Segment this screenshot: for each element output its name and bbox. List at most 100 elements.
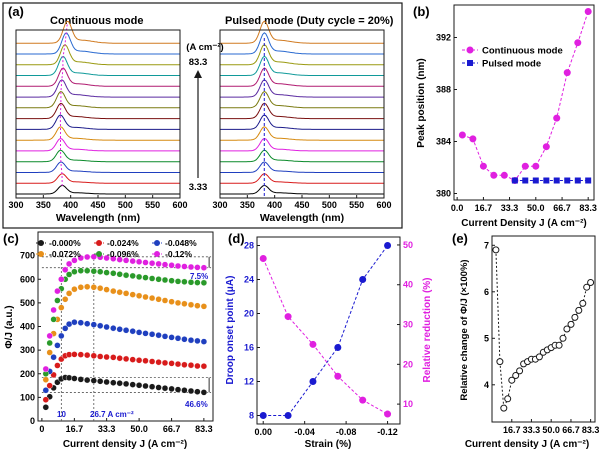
panel-a-top-annotation: 83.3: [189, 57, 208, 68]
y-tick-label: 388: [436, 85, 451, 95]
spectrum-curve: [220, 184, 384, 195]
spectrum-curve: [16, 55, 180, 76]
data-point: [334, 344, 342, 351]
data-point: [496, 358, 504, 366]
data-point: [168, 277, 175, 284]
data-point: [54, 287, 61, 295]
legend-marker: [96, 240, 102, 246]
data-point: [122, 257, 130, 264]
data-point: [58, 276, 65, 283]
legend-marker: [154, 251, 160, 257]
data-point: [46, 332, 53, 340]
data-point: [129, 381, 136, 388]
data-point: [148, 331, 156, 338]
data-point: [359, 396, 367, 404]
x-tick-label: 50.0: [130, 424, 148, 434]
data-point: [103, 353, 110, 361]
spectrum-curve: [220, 43, 384, 66]
legend-marker: [154, 240, 160, 246]
series-line: [263, 245, 389, 416]
data-point: [90, 377, 98, 384]
x-tick-label: 33.3: [501, 203, 519, 213]
data-point: [96, 285, 104, 292]
x-tick-label: 0.0: [451, 203, 464, 213]
data-point: [65, 374, 73, 381]
data-point: [110, 379, 117, 386]
panel-d-ylabel-left: Droop onset point (μA): [225, 276, 236, 385]
data-point: [90, 268, 98, 275]
data-point: [122, 290, 130, 297]
y-tick-label: 300: [20, 345, 35, 355]
x-tick-label: 83.3: [582, 425, 600, 435]
data-point: [168, 262, 175, 269]
panel-a-label: (a): [8, 4, 24, 19]
data-point: [142, 330, 149, 337]
data-point: [571, 313, 579, 321]
data-point: [42, 404, 49, 411]
data-point: [587, 279, 595, 286]
data-point: [579, 299, 587, 307]
data-point: [564, 177, 571, 184]
data-point: [584, 8, 592, 15]
y-tick-label: 700: [20, 251, 35, 261]
data-point: [61, 325, 69, 332]
panel-c-bottom-pct: 46.6%: [185, 400, 208, 409]
x-tick-label: 33.3: [98, 424, 116, 434]
panel-b-marks: [458, 8, 592, 184]
data-point: [110, 325, 117, 332]
data-point: [574, 177, 581, 184]
y-tick-label-right: 20: [403, 359, 413, 369]
spectrum-curve: [16, 173, 180, 184]
panel-c-xlabel: Current density J (A cm⁻²): [63, 439, 187, 450]
data-point: [77, 254, 85, 262]
data-point: [142, 357, 149, 364]
data-point: [512, 372, 520, 379]
data-point: [181, 278, 188, 285]
y-tick-label-left: 12: [244, 377, 254, 387]
data-point: [559, 334, 567, 342]
data-point: [77, 376, 85, 383]
spectrum-curve: [220, 137, 384, 152]
x-tick-label: 16.7: [475, 203, 493, 213]
data-point: [174, 335, 182, 342]
y-tick-label: 400: [20, 322, 35, 332]
data-point: [142, 274, 149, 281]
panel-e: (e) 16.7 33.3 50.0 66.7 83.3 4 5 6 7 Current den…: [452, 231, 599, 450]
data-point: [90, 253, 98, 260]
data-point: [511, 177, 518, 184]
data-point: [103, 323, 110, 331]
data-point: [116, 355, 123, 362]
data-point: [200, 363, 208, 370]
y-tick-label: 380: [436, 189, 451, 199]
panel-a-right-spectra: [220, 20, 384, 198]
data-point: [532, 177, 539, 184]
panel-a-left-xlabel: Wavelength (nm): [56, 212, 140, 224]
y-tick-label-left: 28: [244, 241, 254, 251]
data-point: [77, 284, 85, 291]
spectrum-curve: [220, 55, 384, 76]
data-point: [50, 316, 57, 323]
spectrum-curve: [220, 126, 384, 141]
data-point: [135, 357, 143, 364]
panel-e-label: (e): [452, 231, 468, 246]
spectrum-curve: [220, 32, 384, 55]
data-point: [71, 286, 78, 293]
y-tick-label: 5: [484, 333, 489, 343]
y-tick-label: 500: [20, 298, 35, 308]
panel-a: (a) Continuous mode Pulsed mode (Duty cy…: [2, 2, 403, 229]
data-point: [194, 279, 201, 286]
legend-label: -0.12%: [165, 249, 192, 259]
data-point: [90, 284, 98, 291]
x-tick-label: -0.04: [294, 427, 315, 437]
data-point: [567, 320, 575, 328]
data-point: [479, 162, 487, 170]
data-point: [83, 267, 91, 274]
data-point: [96, 322, 104, 329]
data-point: [574, 39, 582, 47]
data-point: [194, 388, 201, 395]
data-point: [61, 296, 69, 303]
data-point: [155, 332, 162, 339]
data-point: [168, 360, 175, 367]
spectrum-curve: [220, 79, 384, 98]
data-point: [187, 387, 195, 395]
